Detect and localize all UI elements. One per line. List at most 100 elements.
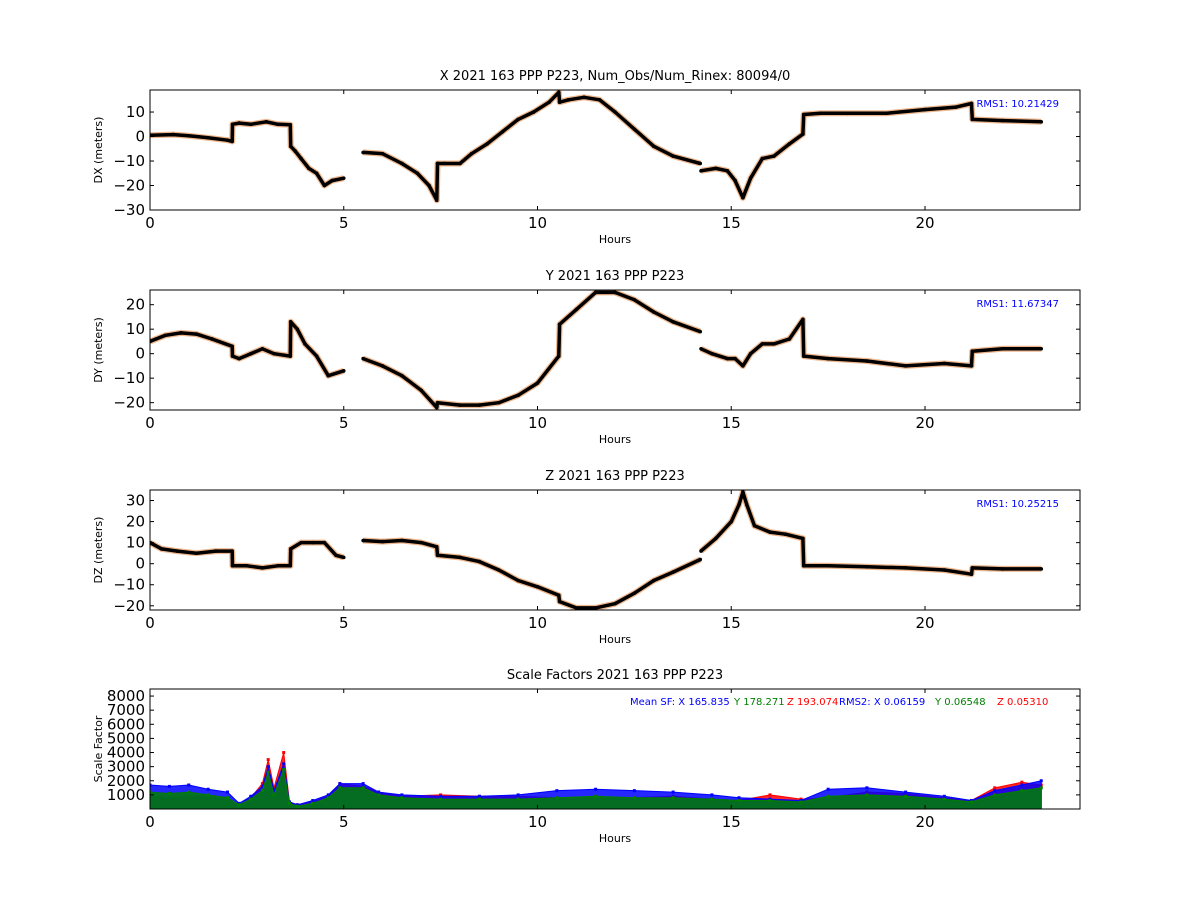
stats-annotation: Mean SF: X 165.835 [630, 697, 730, 708]
data-point [276, 122, 280, 127]
data-point [288, 801, 291, 805]
data-point [1020, 780, 1024, 784]
data-point [206, 793, 210, 797]
data-point [338, 782, 342, 786]
data-point [582, 95, 586, 100]
data-point [826, 563, 830, 568]
data-point [725, 356, 730, 361]
data-point [865, 565, 869, 569]
data-point [768, 793, 772, 797]
data-point [547, 100, 551, 105]
y-axis-label: DX (meters) [92, 117, 105, 184]
data-point [326, 373, 331, 378]
x-tick-label: 5 [339, 214, 349, 232]
data-point [295, 804, 299, 808]
data-point [903, 566, 908, 570]
data-point [671, 570, 675, 574]
data-point [150, 790, 152, 794]
data-point [651, 144, 656, 149]
data-point [434, 405, 439, 410]
data-point [557, 599, 562, 604]
data-point [741, 490, 745, 494]
data-point [272, 793, 276, 797]
data-point [671, 796, 675, 800]
data-point [1020, 783, 1024, 787]
x-tick-label: 15 [722, 214, 741, 232]
data-point [1039, 786, 1043, 790]
data-point [1039, 567, 1044, 571]
data-point [314, 171, 319, 176]
data-point [942, 797, 946, 801]
data-point [415, 171, 420, 176]
data-point [230, 344, 234, 349]
data-point [593, 606, 598, 610]
data-point [288, 144, 293, 149]
y-tick-label: 10 [126, 103, 145, 121]
data-point [237, 803, 241, 807]
y-tick-label: 5000 [107, 729, 145, 747]
y-tick-label: 10 [126, 534, 145, 552]
data-point [566, 97, 571, 102]
data-point [923, 107, 927, 112]
data-point [380, 151, 385, 156]
x-tick-label: 10 [528, 614, 547, 632]
data-point [266, 758, 270, 762]
data-point [783, 532, 788, 537]
y-tick-label: 6000 [107, 715, 145, 733]
data-point [737, 796, 741, 800]
data-point [535, 585, 540, 589]
data-point [400, 161, 404, 166]
data-point [557, 90, 561, 95]
data-point [230, 563, 235, 568]
y-tick-label: 3000 [107, 758, 145, 776]
data-point [167, 784, 171, 788]
data-point [1039, 779, 1043, 783]
data-point [400, 793, 404, 797]
x-axis-label: Hours [599, 633, 631, 646]
x-tick-label: 10 [528, 414, 547, 432]
data-point [557, 354, 561, 358]
data-point [380, 539, 385, 544]
data-point [248, 351, 253, 356]
data-point [801, 354, 806, 358]
data-point [361, 782, 365, 786]
series-line [362, 290, 701, 410]
chart-title: Scale Factors 2021 163 PPP P223 [507, 668, 723, 683]
y-axis-label: DZ (meters) [92, 517, 105, 584]
chart-panel-2: Y 2021 163 PPP P223 0 5 10 15 20 −20 −10 0 10 20 Ho… [92, 269, 1081, 446]
data-point [187, 783, 191, 787]
data-point [741, 195, 745, 200]
data-point [288, 547, 293, 551]
data-point [969, 101, 974, 106]
chart-title: Y 2021 163 PPP P223 [545, 269, 685, 284]
data-point [516, 797, 520, 801]
data-point [752, 523, 757, 528]
data-point [237, 356, 241, 361]
data-point [458, 161, 462, 166]
data-point [361, 150, 365, 155]
y-tick-label: −10 [113, 576, 145, 594]
y-tick-label: −10 [113, 152, 145, 170]
data-point [230, 354, 235, 358]
data-point [737, 502, 741, 507]
data-point [237, 121, 241, 125]
data-point [710, 797, 714, 801]
data-point [282, 767, 286, 771]
data-point [159, 547, 164, 551]
data-point [969, 572, 974, 577]
data-point [214, 549, 218, 553]
data-point [557, 100, 562, 105]
data-point [187, 790, 191, 794]
plot-data [150, 751, 1043, 809]
data-point [272, 351, 276, 356]
data-point [748, 351, 753, 356]
data-point [293, 149, 298, 154]
data-point [942, 361, 947, 366]
data-point [613, 601, 617, 606]
data-point [500, 129, 505, 134]
data-point [400, 796, 404, 800]
y-tick-label: −20 [113, 394, 145, 412]
data-point [651, 310, 656, 314]
y-tick-label: 7000 [107, 701, 145, 719]
data-point [260, 566, 265, 570]
